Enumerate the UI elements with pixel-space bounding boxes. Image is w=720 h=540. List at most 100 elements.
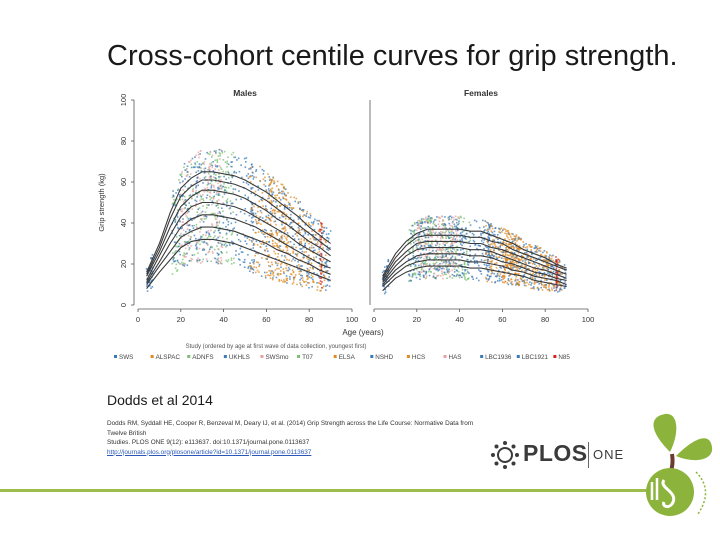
scatter-point xyxy=(487,222,489,224)
scatter-point xyxy=(413,230,415,232)
scatter-point xyxy=(458,267,460,269)
scatter-point xyxy=(231,257,233,259)
legend-label: N85 xyxy=(558,354,570,361)
scatter-point xyxy=(422,261,424,263)
plos-logo[interactable]: PLOS ONE xyxy=(490,436,625,476)
scatter-point xyxy=(223,159,225,161)
scatter-point xyxy=(531,282,533,284)
scatter-point xyxy=(416,245,418,247)
scatter-point xyxy=(466,253,468,255)
scatter-point xyxy=(263,184,265,186)
scatter-point xyxy=(277,181,279,183)
scatter-point xyxy=(266,217,268,219)
scatter-point xyxy=(280,273,282,275)
scatter-point xyxy=(302,277,304,279)
scatter-point xyxy=(276,232,278,234)
scatter-point xyxy=(385,291,387,293)
y-tick-label: 40 xyxy=(119,219,128,227)
scatter-point xyxy=(302,251,304,253)
scatter-point xyxy=(299,279,301,281)
scatter-point xyxy=(319,290,321,292)
scatter-point xyxy=(456,236,458,238)
scatter-point xyxy=(419,273,421,275)
scatter-point xyxy=(415,240,417,242)
scatter-point xyxy=(217,259,219,261)
scatter-point xyxy=(275,269,277,271)
scatter-point xyxy=(500,244,502,246)
scatter-point xyxy=(497,280,499,282)
scatter-point xyxy=(197,257,199,259)
scatter-point xyxy=(260,246,262,248)
scatter-point xyxy=(238,258,240,260)
scatter-point xyxy=(276,234,278,236)
scatter-point xyxy=(299,282,301,284)
citation-link[interactable]: http://journals.plos.org/plosone/article… xyxy=(107,448,477,458)
scatter-point xyxy=(487,247,489,249)
attribution: Dodds et al 2014 xyxy=(107,392,213,408)
scatter-point xyxy=(446,248,448,250)
scatter-point xyxy=(501,231,503,233)
scatter-point xyxy=(504,238,506,240)
scatter-point xyxy=(384,266,386,268)
scatter-point xyxy=(218,253,220,255)
scatter-point xyxy=(491,273,493,275)
scatter-point xyxy=(209,196,211,198)
scatter-point xyxy=(285,229,287,231)
scatter-point xyxy=(206,231,208,233)
scatter-point xyxy=(272,177,274,179)
scatter-point xyxy=(424,262,426,264)
scatter-point xyxy=(493,256,495,258)
scatter-point xyxy=(210,178,212,180)
scatter-point xyxy=(326,248,328,250)
scatter-point xyxy=(221,244,223,246)
legend-swatch xyxy=(444,355,447,358)
scatter-point xyxy=(383,270,385,272)
scatter-point xyxy=(194,163,196,165)
scatter-point xyxy=(238,239,240,241)
scatter-point xyxy=(412,276,414,278)
scatter-point xyxy=(431,236,433,238)
scatter-point xyxy=(310,225,312,227)
scatter-point xyxy=(525,285,527,287)
scatter-point xyxy=(445,232,447,234)
scatter-point xyxy=(230,200,232,202)
scatter-point xyxy=(458,271,460,273)
scatter-point xyxy=(176,236,178,238)
scatter-point xyxy=(202,261,204,263)
scatter-point xyxy=(296,255,298,257)
scatter-point xyxy=(555,282,557,284)
scatter-point xyxy=(226,163,228,165)
scatter-point xyxy=(545,255,547,257)
scatter-point xyxy=(530,246,532,248)
scatter-point xyxy=(253,269,255,271)
scatter-point xyxy=(505,229,507,231)
scatter-point xyxy=(531,254,533,256)
scatter-point xyxy=(252,272,254,274)
scatter-point xyxy=(415,274,417,276)
scatter-point xyxy=(188,249,190,251)
scatter-point xyxy=(219,232,221,234)
scatter-point xyxy=(416,277,418,279)
scatter-point xyxy=(247,197,249,199)
scatter-point xyxy=(256,241,258,243)
scatter-point xyxy=(470,224,472,226)
scatter-point xyxy=(202,205,204,207)
scatter-point xyxy=(213,198,215,200)
scatter-point xyxy=(513,240,515,242)
scatter-point xyxy=(222,186,224,188)
scatter-point xyxy=(453,217,455,219)
scatter-point xyxy=(556,267,558,269)
scatter-point xyxy=(203,168,205,170)
scatter-point xyxy=(277,273,279,275)
scatter-point xyxy=(515,236,517,238)
scatter-point xyxy=(290,214,292,216)
scatter-point xyxy=(252,172,254,174)
scatter-point xyxy=(544,272,546,274)
scatter-point xyxy=(188,235,190,237)
scatter-point xyxy=(298,271,300,273)
scatter-point xyxy=(269,183,271,185)
scatter-point xyxy=(286,205,288,207)
scatter-point xyxy=(455,263,457,265)
scatter-point xyxy=(311,274,313,276)
scatter-point xyxy=(494,244,496,246)
